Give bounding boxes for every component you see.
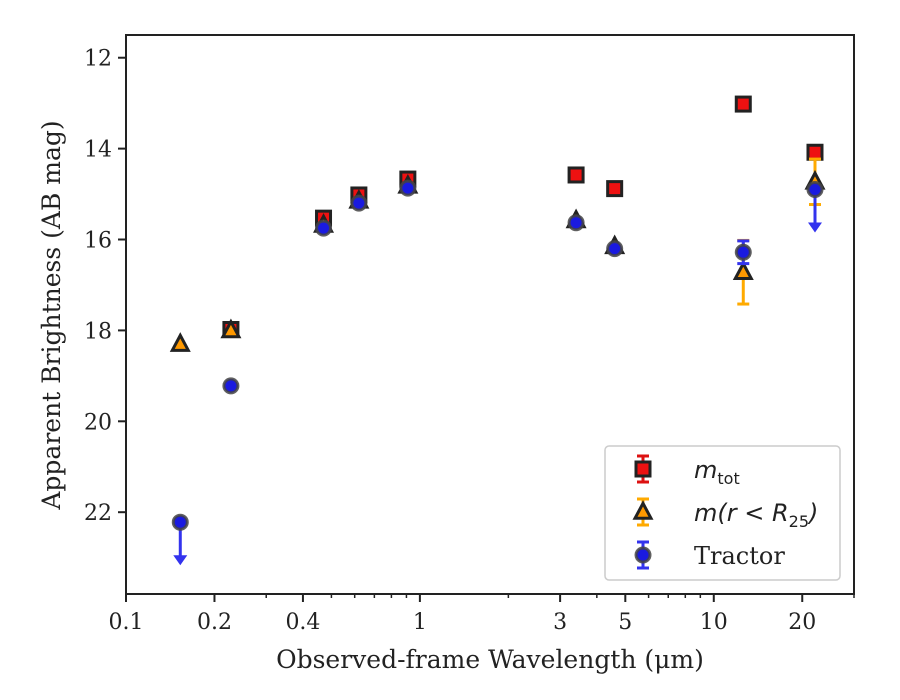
x-tick-label: 0.4 — [285, 610, 320, 635]
plot-marks — [169, 95, 826, 566]
legend: mtot m(r < R25) Tractor — [604, 445, 841, 581]
y-tick-label: 20 — [84, 410, 112, 435]
x-tick-label: 3 — [553, 610, 567, 635]
legend-label: Tractor — [694, 542, 785, 570]
data-point-triangle — [220, 318, 242, 339]
legend-frame — [604, 445, 841, 581]
x-tick-label: 1 — [413, 610, 427, 635]
data-point-circle — [350, 194, 368, 212]
data-point-square — [567, 166, 585, 184]
data-point-circle — [567, 214, 585, 232]
y-tick-label: 16 — [84, 229, 112, 254]
plot-frame — [125, 34, 855, 595]
data-point-triangle — [632, 500, 654, 520]
legend-label: mtot — [694, 456, 740, 488]
x-tick-label: 5 — [618, 610, 632, 635]
x-tick-label: 0.2 — [197, 610, 232, 635]
data-point-circle — [171, 513, 189, 531]
data-point-square — [634, 460, 652, 478]
data-point-circle — [634, 546, 652, 564]
y-tick-label: 14 — [84, 138, 112, 163]
legend-label: m(r < R25) — [694, 499, 818, 531]
x-tick-label: 0.1 — [109, 610, 144, 635]
data-point-circle — [734, 243, 752, 261]
data-point-circle — [606, 240, 624, 258]
x-tick-label: 10 — [700, 610, 728, 635]
data-point-triangle — [732, 260, 754, 281]
y-tick-label: 12 — [84, 47, 112, 72]
data-point-triangle — [169, 332, 191, 352]
data-point-circle — [399, 179, 417, 197]
data-point-square — [806, 143, 824, 161]
y-axis-label: Apparent Brightness (AB mag) — [37, 120, 66, 510]
data-point-circle — [222, 377, 240, 395]
data-point-circle — [315, 219, 333, 237]
y-tick-label: 18 — [84, 319, 112, 344]
x-tick-label: 20 — [788, 610, 816, 635]
data-point-square — [734, 95, 752, 113]
upper-limit-arrowhead — [807, 222, 822, 233]
upper-limit-arrowhead — [173, 555, 188, 566]
x-axis: 0.1 0.2 0.4 1 3 5 10 20 — [109, 594, 855, 635]
data-point-square — [606, 180, 624, 198]
y-tick-label: 22 — [84, 501, 112, 526]
data-point-circle — [806, 181, 824, 199]
x-axis-label: Observed-frame Wavelength (μm) — [276, 645, 704, 674]
series-circle — [171, 179, 824, 566]
y-axis: 12 14 16 18 20 22 — [84, 47, 126, 526]
